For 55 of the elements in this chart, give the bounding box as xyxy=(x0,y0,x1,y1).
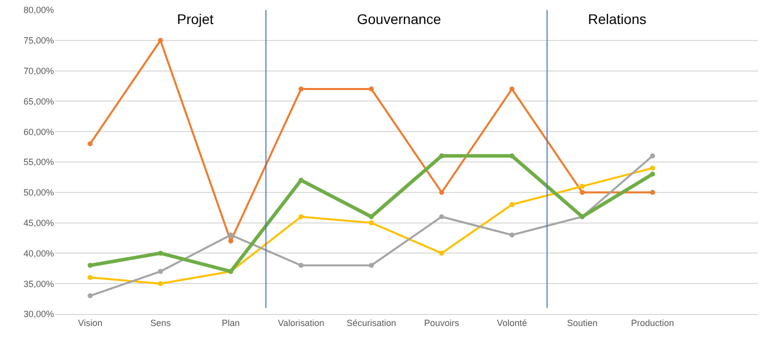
x-tick-label: Sens xyxy=(150,318,172,328)
y-tick-label: 65,00% xyxy=(23,96,54,106)
point xyxy=(88,262,93,268)
point xyxy=(650,172,656,177)
y-tick-label: 75,00% xyxy=(23,36,54,46)
point xyxy=(298,86,304,92)
point xyxy=(580,190,585,195)
point xyxy=(439,214,444,220)
x-tick-label: Volonté xyxy=(496,318,527,328)
x-tick-label: Valorisation xyxy=(278,318,324,328)
x-tick-label: Plan xyxy=(222,318,240,328)
point xyxy=(650,190,656,195)
y-tick-label: 30,00% xyxy=(23,309,54,320)
point xyxy=(368,214,374,220)
point xyxy=(158,250,163,256)
point xyxy=(228,238,234,244)
y-tick-label: 40,00% xyxy=(23,248,54,258)
y-tick-label: 80,00% xyxy=(23,5,54,16)
x-tick-label: Production xyxy=(631,318,674,328)
point xyxy=(509,153,514,158)
point xyxy=(368,86,374,92)
point xyxy=(228,232,234,238)
point xyxy=(439,153,444,158)
x-tick-label: Sécurisation xyxy=(346,318,396,328)
point xyxy=(509,202,514,208)
point xyxy=(158,38,163,43)
point xyxy=(368,262,374,268)
y-tick-label: 70,00% xyxy=(23,66,54,76)
point xyxy=(439,250,444,256)
point xyxy=(158,268,163,274)
point xyxy=(580,184,585,189)
point xyxy=(158,281,163,286)
annotation: Projet xyxy=(177,11,214,27)
point xyxy=(439,190,444,195)
point xyxy=(650,166,656,171)
point xyxy=(298,178,304,183)
y-tick-label: 50,00% xyxy=(23,188,54,198)
point xyxy=(88,275,93,280)
point xyxy=(509,86,514,92)
point xyxy=(88,141,93,146)
x-tick-label: Vision xyxy=(78,318,102,328)
y-tick-label: 45,00% xyxy=(23,218,54,228)
annotation: Gouvernance xyxy=(357,11,442,27)
point xyxy=(88,293,93,298)
point xyxy=(298,214,304,220)
y-tick-label: 35,00% xyxy=(23,278,54,289)
point xyxy=(509,232,514,238)
point xyxy=(298,262,304,268)
y-tick-label: 60,00% xyxy=(23,126,54,137)
x-tick-label: Soutien xyxy=(566,318,598,328)
point xyxy=(368,220,374,226)
x-tick-label: Pouvoirs xyxy=(424,318,460,328)
y-tick-label: 55,00% xyxy=(23,157,54,168)
point xyxy=(650,153,656,158)
annotation: Relations xyxy=(588,11,646,27)
